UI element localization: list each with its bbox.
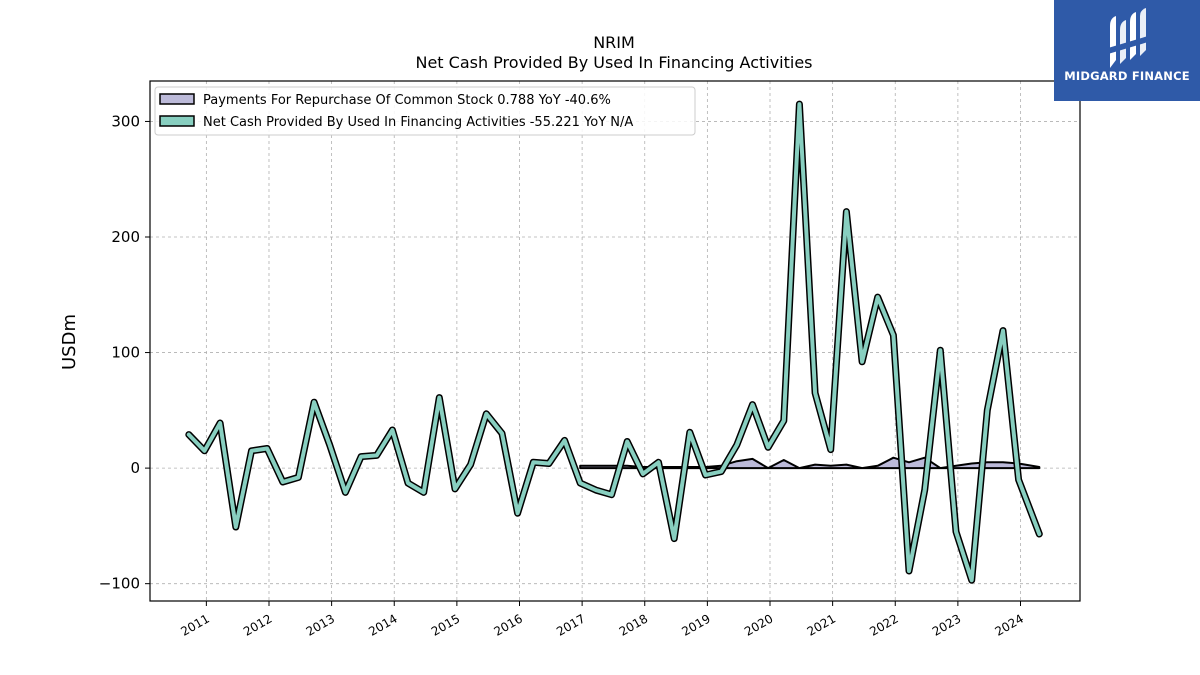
legend-swatch-financing [159, 115, 195, 127]
series-line-financing [186, 102, 1042, 583]
legend-swatch-repurchase [159, 93, 195, 105]
x-tick-label: 2017 [554, 611, 587, 638]
midgard-logo-icon [1108, 8, 1148, 68]
y-tick-label: 100 [111, 344, 140, 362]
y-tick-label: 200 [111, 228, 140, 246]
y-tick-label: 0 [130, 459, 140, 477]
x-tick-label: 2018 [617, 611, 650, 638]
y-tick-label: −100 [99, 575, 140, 593]
x-tick-label: 2014 [366, 611, 399, 638]
x-tick-label: 2020 [742, 611, 775, 638]
x-tick-label: 2015 [429, 611, 462, 638]
legend: Payments For Repurchase Of Common Stock … [154, 86, 696, 136]
legend-box [154, 86, 696, 136]
chart-title: NRIM [593, 33, 635, 52]
x-tick-label: 2019 [679, 611, 712, 638]
x-tick-label: 2023 [930, 611, 963, 638]
brand-logo: MIDGARD FINANCE [1054, 0, 1200, 101]
gridlines [150, 81, 1080, 601]
x-tick-label: 2011 [178, 611, 211, 638]
legend-label-repurchase: Payments For Repurchase Of Common Stock … [203, 93, 611, 108]
x-tick-label: 2012 [241, 611, 274, 638]
x-tick-label: 2024 [993, 611, 1026, 638]
series-lines [185, 100, 1043, 584]
x-axis: 2011 2012 2013 2014 2015 2016 2017 2018 2019 2020… [178, 601, 1026, 639]
plot-frame [149, 80, 1081, 602]
x-tick-label: 2013 [304, 611, 337, 638]
y-axis: −100 0 100 200 300 [99, 112, 150, 593]
series-outline-financing [185, 100, 1043, 584]
y-axis-label: USDm [59, 314, 80, 370]
chart-subtitle: Net Cash Provided By Used In Financing A… [415, 53, 812, 72]
legend-label-financing: Net Cash Provided By Used In Financing A… [203, 115, 633, 130]
x-tick-label: 2021 [805, 611, 838, 638]
y-tick-label: 300 [111, 112, 140, 130]
logo-text: MIDGARD FINANCE [1064, 69, 1190, 83]
x-tick-label: 2022 [867, 611, 900, 638]
x-tick-label: 2016 [492, 611, 525, 638]
